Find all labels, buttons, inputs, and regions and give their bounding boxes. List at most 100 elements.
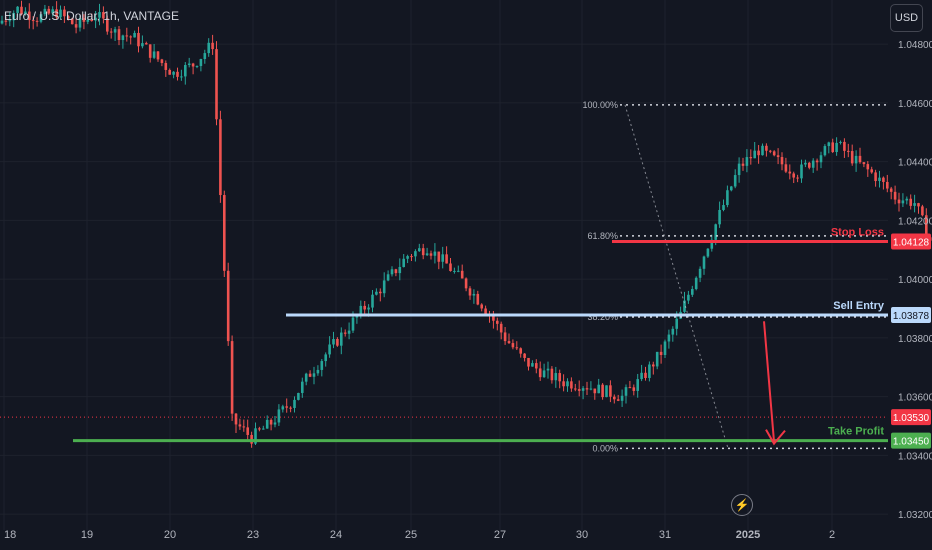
candle: [347, 322, 351, 340]
level-label: Stop Loss: [831, 226, 884, 238]
candle-body: [269, 419, 273, 425]
candle: [133, 30, 136, 38]
time-tick-label: 27: [494, 529, 506, 541]
candle-body: [277, 409, 281, 423]
candle: [406, 254, 409, 264]
candle-body: [749, 157, 753, 159]
candle-body: [297, 392, 300, 400]
candle: [78, 15, 82, 32]
candle: [4, 16, 8, 26]
candle-body: [671, 328, 675, 335]
candle-body: [121, 35, 125, 41]
candle: [671, 326, 675, 342]
price-tag-label: 1.03530: [893, 413, 930, 424]
candle-body: [858, 155, 862, 163]
candle: [31, 16, 35, 30]
candle-body: [796, 177, 799, 179]
candle: [593, 388, 597, 400]
candle: [421, 243, 425, 260]
candle-body: [886, 181, 889, 189]
candle-body: [254, 428, 257, 444]
candle: [223, 190, 226, 278]
candle: [835, 137, 838, 156]
candle: [74, 18, 78, 34]
candle-body: [480, 304, 483, 309]
candle: [613, 394, 616, 404]
candle: [343, 329, 347, 337]
candle-body: [152, 51, 156, 58]
candle: [90, 13, 93, 22]
candle-body: [336, 339, 339, 346]
projection-arrow: [763, 321, 775, 442]
candle-body: [371, 294, 374, 308]
candle-body: [113, 29, 117, 33]
time-tick-label: 25: [405, 529, 417, 541]
candle: [698, 266, 702, 283]
candle: [484, 305, 487, 315]
candle-body: [207, 42, 210, 54]
candle: [468, 286, 472, 300]
candle-body: [223, 195, 226, 271]
candle: [780, 152, 784, 171]
candle-body: [464, 278, 468, 289]
candle-body: [546, 368, 550, 371]
candle-body: [496, 320, 499, 324]
candle-body: [585, 388, 589, 390]
candle: [659, 344, 663, 364]
candle-body: [433, 251, 437, 256]
time-tick-label: 24: [330, 529, 342, 541]
candle-body: [429, 253, 433, 256]
candle-body: [160, 59, 164, 64]
candle: [823, 144, 827, 157]
candle-body: [601, 384, 604, 398]
candle-body: [129, 36, 132, 38]
candle-body: [117, 29, 121, 41]
candle-body: [226, 270, 230, 342]
candle: [113, 26, 117, 41]
candle: [43, 4, 47, 17]
candle: [433, 243, 437, 264]
candle: [819, 151, 823, 169]
candle-body: [273, 422, 277, 425]
candle: [386, 270, 390, 282]
candle: [55, 1, 58, 20]
candle-body: [312, 373, 316, 377]
candle: [86, 16, 90, 25]
price-tick-label: 1.03200: [898, 510, 932, 521]
candle-body: [172, 71, 175, 75]
candle: [332, 331, 335, 349]
candle: [847, 143, 850, 158]
candle-body: [792, 173, 795, 178]
candle: [12, 10, 15, 28]
candle: [765, 143, 768, 157]
candle: [870, 166, 873, 174]
time-tick-label: 19: [81, 529, 93, 541]
candle-body: [20, 6, 23, 15]
candle: [472, 289, 476, 304]
candle: [35, 17, 39, 27]
candle-body: [531, 363, 534, 367]
currency-button[interactable]: USD: [890, 4, 923, 32]
candle-body: [823, 146, 827, 156]
candle-body: [293, 399, 296, 408]
candle-body: [8, 20, 12, 22]
candle-body: [765, 145, 768, 151]
candle: [687, 290, 690, 304]
candle-body: [242, 426, 246, 428]
candle: [511, 339, 515, 350]
lightning-bolt-icon[interactable]: ⚡: [731, 494, 753, 516]
candle: [636, 373, 639, 398]
candle: [628, 380, 632, 389]
candle: [137, 26, 140, 53]
candle: [145, 41, 148, 45]
candle: [418, 243, 421, 252]
candle: [667, 329, 671, 349]
candle: [507, 333, 511, 345]
candle: [527, 357, 530, 371]
candle: [589, 381, 593, 391]
candle: [94, 10, 97, 29]
candle: [8, 12, 12, 27]
candle: [753, 142, 756, 159]
candle-body: [47, 8, 51, 14]
